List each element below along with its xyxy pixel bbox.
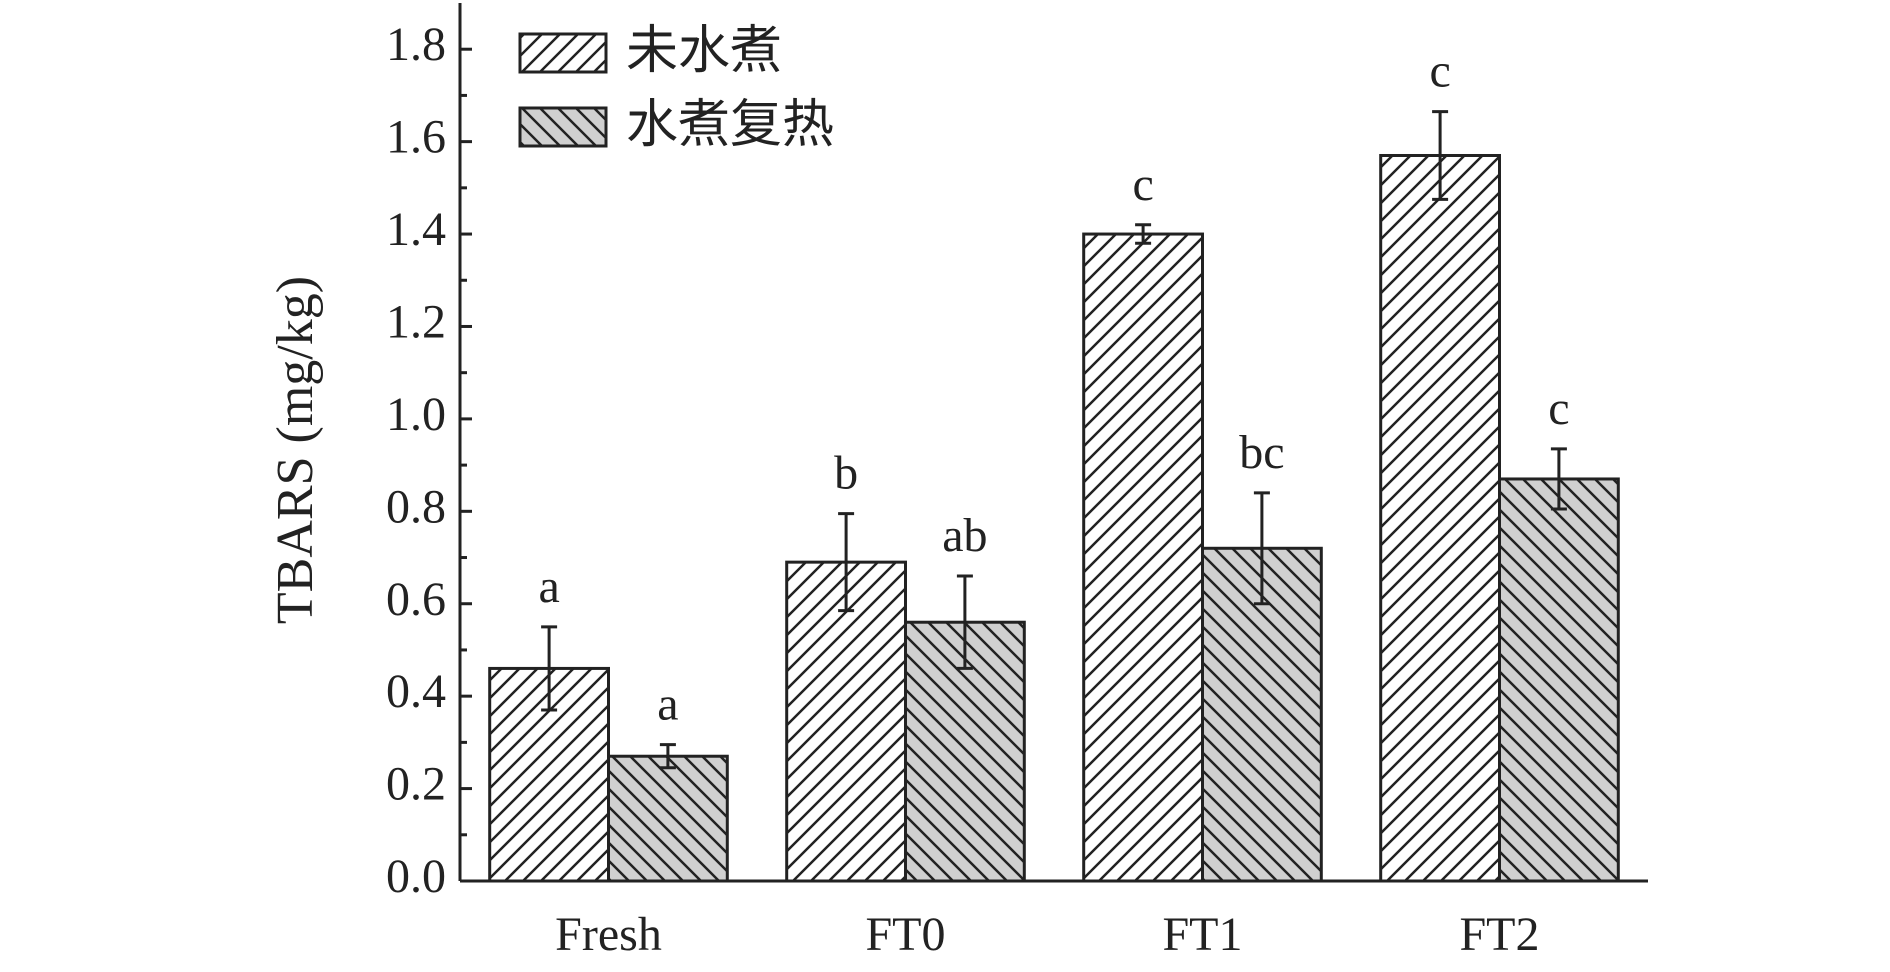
- legend-label: 未水煮: [626, 21, 782, 81]
- annotation: c: [1548, 382, 1569, 435]
- annotation: bc: [1239, 426, 1284, 479]
- annotation: c: [1132, 158, 1153, 211]
- legend-swatch-hatch: [518, 32, 608, 74]
- y-axis-label: TBARS (mg/kg): [267, 276, 324, 624]
- x-tick-label: Fresh: [555, 908, 662, 961]
- y-tick-label: 0.0: [386, 850, 446, 903]
- y-tick-label: 1.0: [386, 388, 446, 441]
- y-tick-label: 1.8: [386, 18, 446, 71]
- legend-swatch-hatch: [518, 106, 608, 148]
- annotation: a: [538, 560, 559, 613]
- annotation: ab: [942, 509, 987, 562]
- y-tick-label: 1.4: [386, 203, 446, 256]
- y-tick-label: 1.2: [386, 295, 446, 348]
- annotation: b: [834, 447, 858, 500]
- legend-label: 水煮复热: [626, 95, 834, 155]
- x-tick-label: FT1: [1162, 908, 1242, 961]
- x-tick-label: FT0: [865, 908, 945, 961]
- x-tick-label: FT2: [1459, 908, 1539, 961]
- y-tick-label: 1.6: [386, 111, 446, 164]
- annotation: a: [657, 678, 678, 731]
- bar-hatch: [1498, 477, 1620, 883]
- y-tick-label: 0.4: [386, 665, 446, 718]
- y-tick-label: 0.8: [386, 480, 446, 533]
- y-tick-label: 0.2: [386, 758, 446, 811]
- y-tick-label: 0.6: [386, 573, 446, 626]
- bar-hatch: [607, 754, 729, 883]
- bar-hatch: [1379, 153, 1501, 883]
- annotation: c: [1429, 45, 1450, 98]
- bar-hatch: [1082, 232, 1204, 883]
